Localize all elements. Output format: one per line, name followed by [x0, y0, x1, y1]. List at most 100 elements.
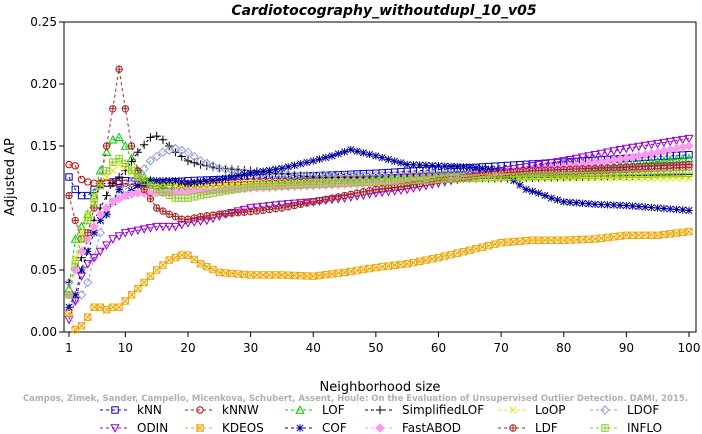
data-point [196, 260, 205, 268]
data-point [102, 210, 111, 218]
data-point [634, 142, 644, 152]
data-point [253, 168, 261, 176]
data-point [627, 143, 638, 153]
y-tick-label: 0.10 [30, 201, 57, 215]
data-point [158, 222, 168, 232]
data-point [83, 260, 93, 269]
legend-label: SimplifiedLOF [402, 403, 484, 417]
legend-item-inflo: INFLO [590, 421, 662, 434]
data-point [602, 148, 613, 158]
data-point [65, 291, 73, 299]
data-point [89, 221, 99, 232]
data-point [641, 162, 649, 170]
data-point [108, 197, 118, 207]
legend-swatch-marker [375, 423, 385, 433]
data-point [158, 135, 168, 144]
data-point [95, 165, 105, 175]
data-point [497, 239, 505, 247]
data-point [108, 235, 118, 244]
plot-frame [63, 21, 697, 333]
data-point [195, 156, 206, 166]
data-point [284, 203, 292, 211]
data-point [671, 136, 682, 146]
data-point [340, 191, 349, 200]
data-point [540, 160, 550, 169]
data-point [134, 181, 142, 190]
data-point [109, 167, 117, 175]
legend-swatch-marker [111, 406, 119, 414]
x-tick-label: 1 [65, 341, 73, 355]
data-point [77, 229, 86, 237]
data-point [134, 284, 142, 293]
data-point [146, 133, 155, 142]
data-point [428, 255, 436, 263]
data-point [653, 139, 663, 149]
data-point [133, 226, 143, 236]
data-point [571, 154, 581, 164]
data-point [578, 199, 587, 207]
data-point [403, 260, 411, 268]
data-point [321, 171, 331, 181]
data-point [240, 184, 249, 192]
data-point [384, 155, 393, 164]
legend-label: ODIN [137, 421, 168, 434]
data-point [516, 181, 524, 189]
legend-item-loop: LoOP [498, 403, 566, 417]
data-point [209, 189, 217, 197]
data-point [65, 303, 73, 311]
data-point [653, 231, 662, 239]
data-point [459, 163, 468, 171]
legend-swatch-marker [375, 405, 385, 415]
legend-item-knn: kNN [100, 403, 162, 417]
data-point [353, 147, 361, 155]
data-point [315, 155, 324, 163]
legend-item-simplifiedlof: SimplifiedLOF [365, 403, 484, 417]
data-point [127, 291, 136, 299]
data-point [246, 271, 255, 279]
data-point [271, 205, 280, 213]
data-point [365, 187, 374, 195]
data-point [171, 177, 180, 185]
data-point [334, 193, 342, 201]
legend-label: LDF [535, 421, 558, 434]
data-point [101, 241, 112, 251]
data-point [484, 241, 493, 250]
data-point [416, 257, 424, 266]
legend-item-cof: COF [285, 421, 347, 434]
data-point [95, 209, 106, 219]
data-point [635, 174, 643, 182]
y-tick-label: 0.00 [30, 325, 57, 339]
data-point [114, 193, 124, 204]
x-tick-label: 40 [306, 341, 321, 355]
data-point [245, 204, 256, 213]
data-point [65, 173, 73, 181]
data-point [359, 149, 368, 157]
legend-item-kdeos: KDEOS [185, 421, 264, 434]
data-point [133, 188, 143, 198]
data-point [102, 191, 111, 200]
data-point [315, 196, 324, 205]
data-point [101, 147, 112, 156]
data-point [84, 191, 92, 200]
data-point [585, 164, 593, 173]
data-point [290, 161, 299, 170]
data-point [246, 208, 255, 216]
data-point [164, 222, 174, 232]
data-point [660, 230, 668, 239]
legend-label: kNN [137, 403, 162, 417]
data-point [265, 166, 274, 175]
x-axis: 1 10 20 30 40 50 60 70 80 90 100 [65, 332, 700, 355]
data-point [102, 142, 111, 150]
data-point [90, 229, 98, 237]
data-point [178, 178, 186, 186]
data-point [685, 150, 693, 159]
data-point [209, 211, 217, 219]
data-point [264, 202, 275, 211]
data-point [685, 169, 693, 177]
data-point [278, 164, 286, 173]
data-point [139, 225, 149, 234]
data-point [314, 171, 325, 181]
data-point [409, 161, 418, 169]
legend-item-odin: ODIN [100, 421, 168, 434]
legend-swatch-marker [110, 424, 120, 433]
